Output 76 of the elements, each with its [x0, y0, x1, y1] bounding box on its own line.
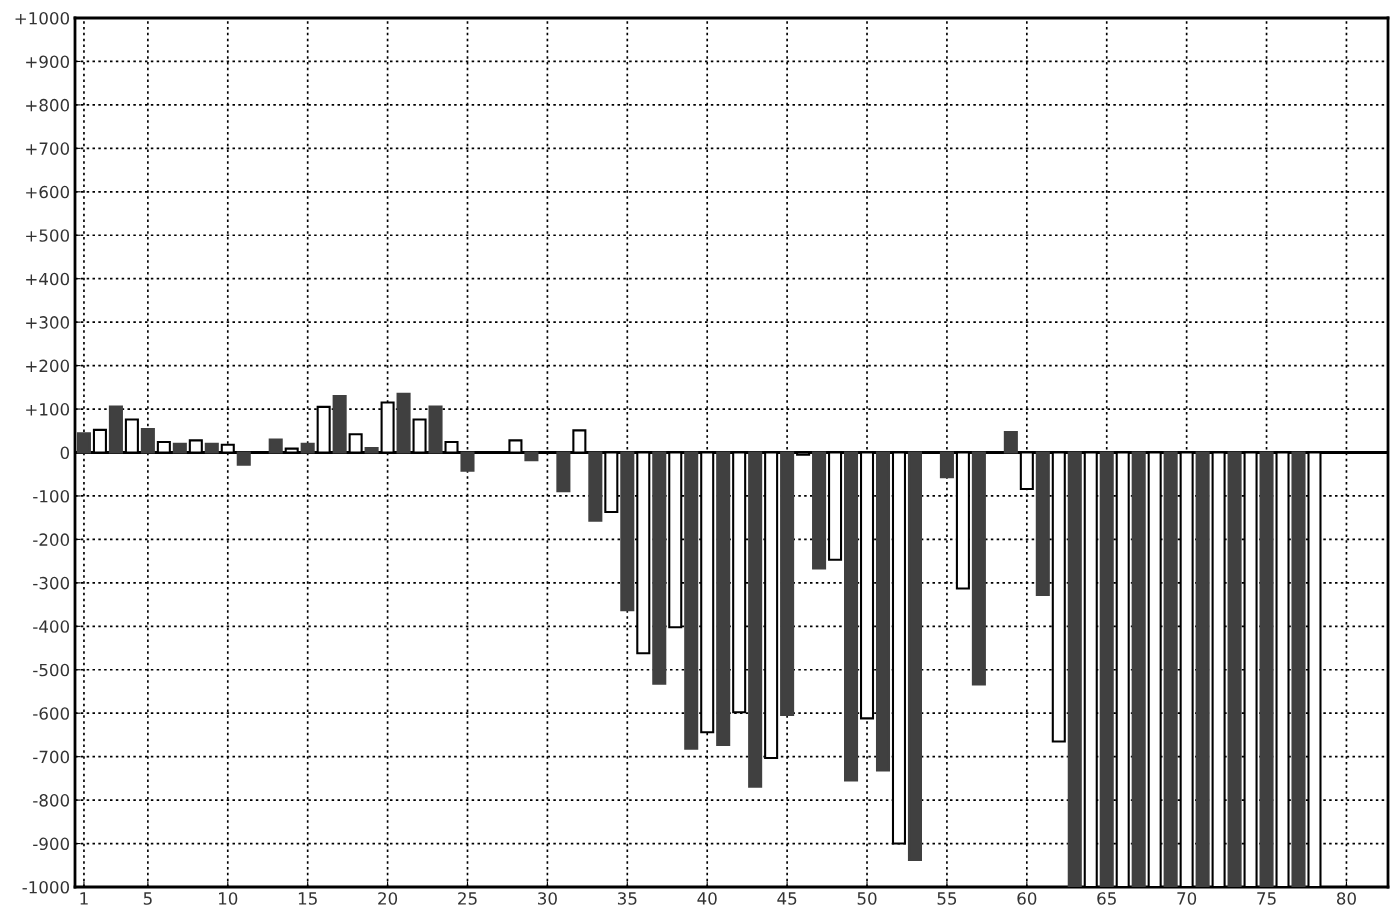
- y-tick-label: +200: [26, 359, 70, 373]
- bar: [780, 451, 795, 716]
- x-tick-label: 30: [538, 892, 557, 905]
- bar: [332, 394, 347, 454]
- bar: [428, 405, 443, 454]
- bar: [748, 451, 763, 788]
- bar: [875, 451, 891, 772]
- bar: [204, 442, 219, 454]
- bar: [108, 405, 123, 454]
- x-tick-label: 65: [1097, 892, 1116, 905]
- x-tick-label: 70: [1177, 892, 1197, 905]
- bar: [1291, 451, 1306, 887]
- bar: [1035, 451, 1050, 597]
- x-tick-label: 15: [298, 892, 317, 905]
- y-tick-label: +900: [26, 55, 70, 69]
- x-tick-label: 5: [143, 892, 152, 905]
- bar: [907, 451, 922, 862]
- bar: [1131, 451, 1146, 887]
- y-tick-label: -600: [33, 707, 70, 720]
- bar: [172, 442, 187, 454]
- y-tick-label: +1000: [15, 11, 70, 25]
- y-tick-label: 0: [60, 446, 70, 460]
- y-tick-label: -800: [33, 794, 70, 807]
- bar: [364, 447, 379, 454]
- x-tick-label: 25: [458, 892, 477, 905]
- x-tick-label: 35: [617, 892, 637, 905]
- x-tick-label: 50: [857, 892, 877, 905]
- y-tick-label: +700: [26, 142, 70, 155]
- y-tick-label: +300: [26, 316, 70, 329]
- bar: [812, 451, 827, 570]
- bar: [268, 438, 283, 454]
- bar: [1259, 451, 1274, 887]
- y-tick-label: -300: [33, 576, 70, 590]
- y-tick-label: -100: [33, 489, 70, 503]
- x-tick-label: 45: [777, 892, 797, 905]
- bar: [460, 451, 475, 472]
- bar: [524, 451, 539, 462]
- x-tick-label: 1: [80, 892, 88, 905]
- x-tick-label: 60: [1017, 892, 1037, 905]
- y-tick-label: +600: [26, 185, 70, 199]
- bar: [652, 451, 667, 685]
- y-tick-label: +500: [26, 229, 70, 242]
- x-tick-label: 20: [378, 892, 398, 905]
- bar: [1003, 431, 1018, 454]
- x-tick-label: 80: [1336, 892, 1356, 905]
- x-tick-label: 55: [937, 892, 957, 905]
- bar: [76, 432, 91, 454]
- bar: [300, 442, 315, 454]
- bar: [716, 451, 731, 746]
- y-tick-label: +400: [26, 272, 70, 286]
- bar: [620, 451, 635, 612]
- y-tick-label: +100: [26, 403, 70, 416]
- y-tick-label: -1000: [22, 880, 70, 894]
- y-tick-label: -500: [33, 663, 70, 677]
- bar: [588, 451, 603, 522]
- x-tick-label: 10: [219, 892, 238, 905]
- y-tick-label: -700: [33, 750, 70, 764]
- bar: [1195, 451, 1210, 887]
- x-tick-label: 75: [1257, 892, 1276, 905]
- y-tick-label: -200: [33, 533, 70, 546]
- bar: [684, 451, 699, 750]
- y-tick-label: -900: [33, 837, 70, 851]
- bar: [1067, 451, 1082, 887]
- bar: [556, 451, 571, 493]
- bar: [1163, 451, 1178, 887]
- x-tick-label: 40: [697, 892, 717, 905]
- y-tick-label: -400: [33, 620, 70, 633]
- bar: [1227, 451, 1242, 887]
- bar: [844, 451, 859, 782]
- bar: [236, 451, 251, 466]
- bar: [939, 451, 954, 479]
- bar: [1099, 451, 1114, 887]
- bar: [396, 392, 411, 454]
- bar: [971, 451, 986, 686]
- bar: [140, 428, 155, 454]
- y-tick-label: +800: [26, 98, 70, 112]
